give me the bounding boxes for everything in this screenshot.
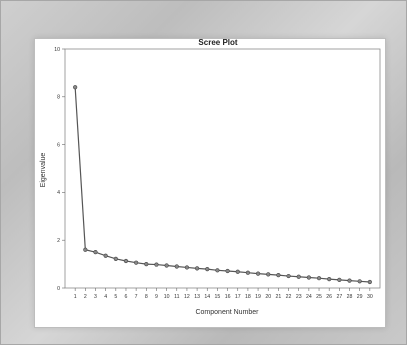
- data-point-26: [327, 277, 332, 282]
- data-point-18: [245, 270, 251, 275]
- x-tick-label-15: 15: [215, 294, 221, 300]
- x-tick-label-2: 2: [84, 294, 87, 300]
- y-tick-label-2: 2: [57, 238, 60, 244]
- x-tick-label-22: 22: [286, 294, 292, 300]
- y-tick-label-8: 8: [57, 95, 60, 101]
- data-point-13: [194, 266, 200, 271]
- data-point-27: [337, 277, 342, 282]
- y-tick-label-10: 10: [54, 47, 60, 53]
- data-point-17: [235, 269, 240, 274]
- x-tick-label-27: 27: [336, 294, 342, 300]
- x-tick-label-17: 17: [235, 294, 241, 300]
- y-tick-label-4: 4: [57, 190, 60, 196]
- y-axis-label: Eigenvalue: [40, 153, 47, 188]
- x-tick-label-12: 12: [184, 294, 190, 300]
- data-point-24: [306, 275, 311, 280]
- x-tick-label-14: 14: [204, 294, 210, 300]
- x-tick-label-18: 18: [245, 294, 251, 300]
- x-tick-label-30: 30: [367, 294, 373, 300]
- data-point-10: [164, 263, 169, 268]
- data-point-6: [123, 258, 129, 264]
- data-point-28: [347, 278, 352, 283]
- x-tick-label-20: 20: [265, 294, 271, 300]
- x-tick-label-19: 19: [255, 294, 261, 300]
- data-point-23: [296, 274, 301, 279]
- x-tick-label-1: 1: [74, 294, 77, 300]
- data-point-11: [174, 264, 179, 269]
- data-point-29: [357, 279, 362, 284]
- data-point-16: [225, 268, 230, 274]
- data-point-14: [205, 267, 210, 272]
- data-point-21: [276, 272, 281, 278]
- x-tick-label-28: 28: [347, 294, 353, 300]
- x-tick-label-23: 23: [296, 294, 302, 300]
- data-point-12: [184, 265, 190, 270]
- data-point-3: [93, 250, 98, 255]
- x-tick-label-29: 29: [357, 294, 363, 300]
- data-point-2: [83, 247, 88, 252]
- data-point-8: [144, 262, 149, 267]
- x-tick-label-24: 24: [306, 294, 312, 300]
- data-point-30: [367, 279, 372, 285]
- x-tick-label-8: 8: [145, 294, 148, 300]
- x-tick-label-13: 13: [194, 294, 200, 300]
- data-point-22: [286, 273, 291, 279]
- y-tick-label-6: 6: [57, 142, 60, 148]
- x-tick-label-4: 4: [104, 294, 107, 300]
- x-tick-label-16: 16: [225, 294, 231, 300]
- data-point-1: [73, 85, 78, 90]
- x-tick-label-10: 10: [164, 294, 170, 300]
- x-tick-label-5: 5: [114, 294, 117, 300]
- x-tick-label-26: 26: [326, 294, 332, 300]
- chart-title: Scree Plot: [198, 38, 237, 47]
- data-point-4: [103, 253, 108, 258]
- x-tick-label-21: 21: [275, 294, 281, 300]
- x-tick-label-3: 3: [94, 294, 97, 300]
- data-point-5: [113, 256, 118, 261]
- y-tick-label-0: 0: [57, 286, 60, 292]
- data-point-20: [266, 272, 271, 277]
- x-tick-label-9: 9: [155, 294, 158, 300]
- x-tick-label-7: 7: [135, 294, 138, 300]
- data-point-7: [134, 260, 139, 265]
- x-tick-label-11: 11: [174, 294, 179, 300]
- data-point-19: [255, 271, 261, 276]
- plot-frame: [64, 48, 381, 289]
- data-point-25: [316, 276, 322, 281]
- x-tick-label-6: 6: [125, 294, 128, 300]
- x-tick-label-25: 25: [316, 294, 322, 300]
- x-axis-label: Component Number: [195, 309, 259, 316]
- data-point-15: [215, 268, 220, 273]
- data-point-9: [154, 262, 159, 267]
